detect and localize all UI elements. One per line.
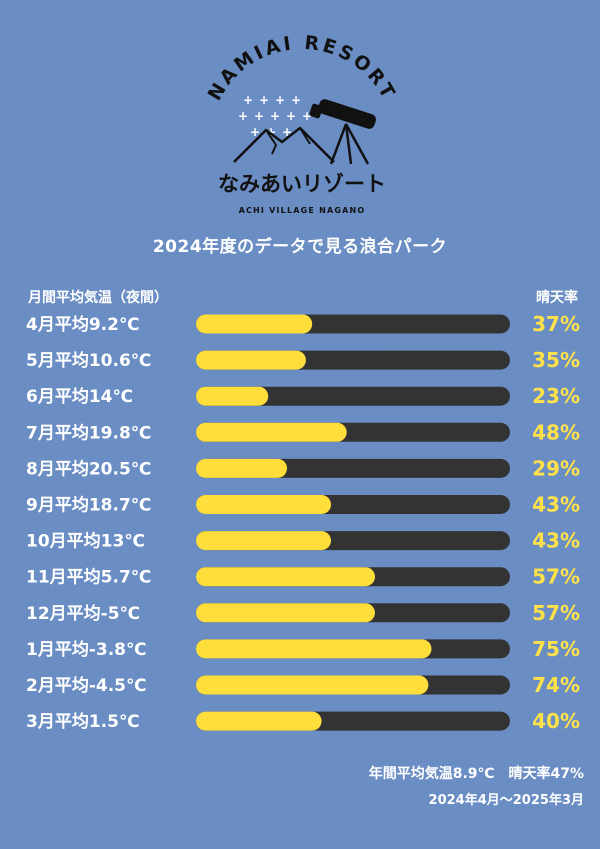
month-temperature-label: 3月平均1.5℃ [26,711,140,732]
sunny-rate-value: 43% [532,493,580,517]
month-temperature-label: 12月平均-5℃ [26,603,140,624]
telescope-icon [309,99,376,165]
svg-text:+: + [266,125,276,139]
annual-summary: 年間平均気温8.9℃ 晴天率47% [368,766,584,782]
sunny-rate-value: 74% [532,673,580,697]
chart-row: 4月平均9.2℃ 37% [26,312,580,336]
sunny-rate-value: 29% [532,456,580,480]
chart-row: 7月平均19.8℃ 48% [26,420,580,444]
sunny-rate-value: 57% [532,601,580,625]
chart-row: 12月平均-5℃ 57% [26,601,580,625]
svg-text:+: + [238,109,248,123]
bar-track [196,386,510,406]
chart-row: 9月平均18.7℃ 43% [26,493,580,517]
svg-text:+: + [275,93,285,107]
monthly-bar-chart: 4月平均9.2℃ 37% 5月平均10.6℃ 35% 6月平均14℃ 23% 7月平均19.… [26,312,580,733]
sunny-rate-value: 75% [532,637,580,661]
month-temperature-label: 4月平均9.2℃ [26,314,140,335]
month-temperature-label: 8月平均20.5℃ [26,458,151,479]
svg-text:+: + [250,125,260,139]
month-temperature-label: 11月平均5.7℃ [26,567,151,588]
sunny-rate-bar [196,458,288,478]
stars-icon: + + + + + + + + + + + + [238,93,312,139]
sunny-rate-bar [196,314,313,334]
sunny-rate-bar [196,350,306,370]
svg-text:+: + [291,93,301,107]
page-headline: 2024年度のデータで見る浪合パーク [152,237,448,257]
svg-text:+: + [254,109,264,123]
chart-row: 2月平均-4.5℃ 74% [26,673,580,697]
chart-row: 6月平均14℃ 23% [26,384,580,408]
svg-text:+: + [286,109,296,123]
chart-row: 1月平均-3.8℃ 75% [26,637,580,661]
sunny-rate-value: 43% [532,529,580,553]
data-period: 2024年4月〜2025年3月 [428,793,584,808]
sunny-rate-column-header: 晴天率 [536,290,578,306]
sunny-rate-value: 57% [532,565,580,589]
month-temperature-label: 10月平均13℃ [26,531,145,552]
sunny-rate-value: 48% [532,420,580,444]
svg-text:+: + [302,109,312,123]
sunny-rate-bar [196,567,375,587]
svg-text:+: + [259,93,269,107]
month-temperature-label: 2月平均-4.5℃ [26,675,147,696]
sunny-rate-bar [196,639,432,659]
month-temperature-label: 1月平均-3.8℃ [26,639,147,660]
month-temperature-label: 5月平均10.6℃ [26,350,151,371]
namiai-resort-logo: NAMIAI RESORT + + + + + + + + + + + + なみあいリゾート AC… [204,32,401,215]
logo-brand-text: NAMIAI RESORT [204,32,401,105]
logo-subtitle: ACHI VILLAGE NAGANO [239,206,366,215]
sunny-rate-value: 23% [532,384,580,408]
sunny-rate-bar [196,711,322,731]
sunny-rate-bar [196,495,332,514]
chart-row: 8月平均20.5℃ 29% [26,456,580,480]
sunny-rate-value: 37% [532,312,580,336]
sunny-rate-bar [196,603,375,623]
logo-name-jp: なみあいリゾート [218,172,386,196]
mountain-icon [233,126,335,163]
sunny-rate-bar [196,386,269,406]
svg-text:+: + [243,93,253,107]
month-temperature-label: 7月平均19.8℃ [26,422,151,443]
chart-row: 5月平均10.6℃ 35% [26,348,580,372]
temperature-column-header: 月間平均気温（夜間） [28,290,168,306]
sunny-rate-value: 40% [532,709,580,733]
svg-text:+: + [270,109,280,123]
chart-row: 10月平均13℃ 43% [26,529,580,553]
sunny-rate-bar [196,422,347,442]
sunny-rate-bar [196,675,429,695]
svg-text:+: + [282,125,292,139]
chart-row: 11月平均5.7℃ 57% [26,565,580,589]
month-temperature-label: 6月平均14℃ [26,386,133,407]
sunny-rate-value: 35% [532,348,580,372]
chart-row: 3月平均1.5℃ 40% [26,709,580,733]
sunny-rate-bar [196,531,332,551]
month-temperature-label: 9月平均18.7℃ [26,495,151,516]
